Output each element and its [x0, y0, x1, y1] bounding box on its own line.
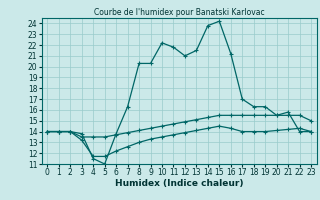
X-axis label: Humidex (Indice chaleur): Humidex (Indice chaleur) — [115, 179, 244, 188]
Title: Courbe de l'humidex pour Banatski Karlovac: Courbe de l'humidex pour Banatski Karlov… — [94, 8, 265, 17]
